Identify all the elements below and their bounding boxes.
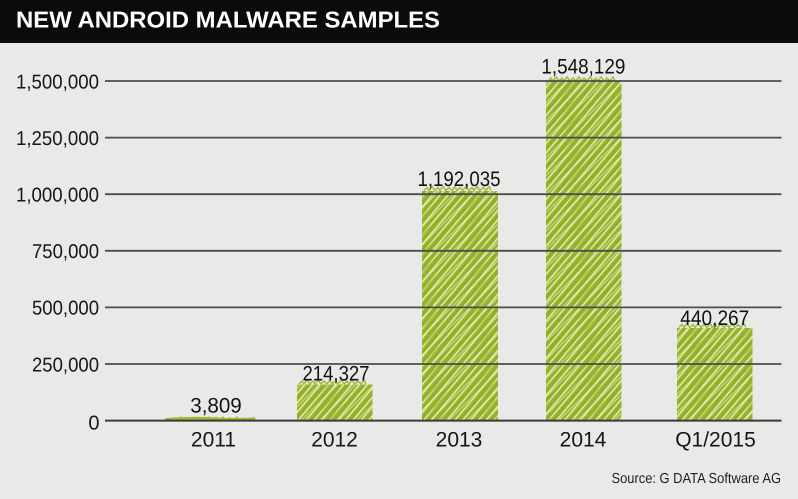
svg-text:440,267: 440,267 bbox=[680, 307, 749, 330]
svg-text:1,548,129: 1,548,129 bbox=[541, 56, 625, 79]
svg-text:Source: G DATA Software AG: Source: G DATA Software AG bbox=[612, 471, 782, 487]
svg-text:2012: 2012 bbox=[311, 429, 358, 452]
svg-text:2013: 2013 bbox=[436, 429, 483, 452]
svg-text:214,327: 214,327 bbox=[303, 363, 370, 386]
svg-text:750,000: 750,000 bbox=[32, 241, 99, 263]
svg-text:250,000: 250,000 bbox=[32, 354, 99, 376]
svg-text:500,000: 500,000 bbox=[32, 298, 99, 320]
svg-text:Q1/2015: Q1/2015 bbox=[675, 429, 756, 452]
svg-text:2014: 2014 bbox=[560, 429, 607, 452]
svg-text:1,192,035: 1,192,035 bbox=[418, 168, 501, 191]
svg-text:1,000,000: 1,000,000 bbox=[16, 185, 99, 207]
svg-text:1,250,000: 1,250,000 bbox=[16, 128, 99, 150]
svg-text:0: 0 bbox=[88, 413, 99, 435]
svg-text:2011: 2011 bbox=[191, 429, 236, 452]
svg-text:3,809: 3,809 bbox=[190, 394, 242, 417]
svg-text:1,500,000: 1,500,000 bbox=[16, 71, 99, 93]
svg-text:NEW ANDROID MALWARE SAMPLES: NEW ANDROID MALWARE SAMPLES bbox=[16, 7, 440, 33]
